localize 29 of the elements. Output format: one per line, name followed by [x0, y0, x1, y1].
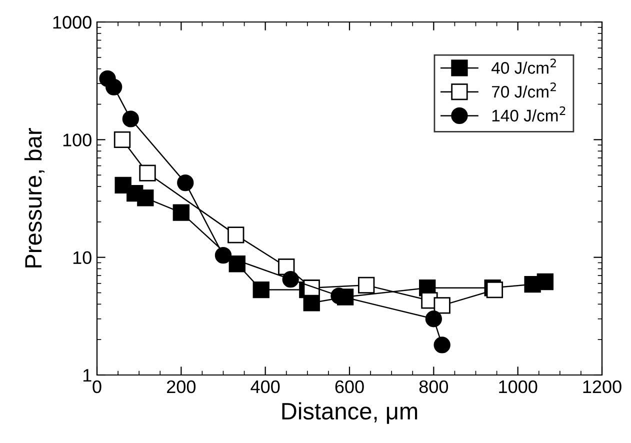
legend-label: 40 J/cm$^{2}$	[492, 58, 556, 74]
point	[303, 294, 320, 312]
x-tick-label: 1200	[583, 380, 622, 394]
point	[252, 281, 270, 298]
point	[177, 174, 194, 192]
legend-label: 70 J/cm$^{2}$	[492, 82, 556, 98]
x-tick-label: 600	[335, 380, 364, 394]
point	[282, 271, 299, 288]
point	[434, 336, 450, 354]
x-tick-label: 0	[92, 380, 102, 394]
point	[122, 110, 139, 128]
point	[425, 310, 442, 328]
legend-label: 140 J/cm$^{2}$	[492, 106, 566, 122]
point	[106, 78, 122, 96]
y-tick-label: 10	[73, 251, 92, 264]
x-tick-label: 1000	[499, 380, 538, 394]
x-tick-label: 200	[167, 380, 196, 394]
point	[172, 204, 190, 221]
y-tick-label: 100	[63, 134, 92, 146]
y-axis-title: Pressure, bar	[24, 128, 45, 268]
point	[137, 190, 154, 206]
point	[536, 273, 554, 290]
point	[214, 246, 232, 264]
y-tick-label: 1	[83, 369, 92, 382]
x-tick-label: 800	[419, 380, 448, 394]
x-axis-title: Distance, μm	[282, 402, 418, 424]
y-tick-label: 1000	[53, 16, 92, 29]
x-tick-label: 400	[250, 380, 280, 394]
point	[303, 280, 320, 296]
